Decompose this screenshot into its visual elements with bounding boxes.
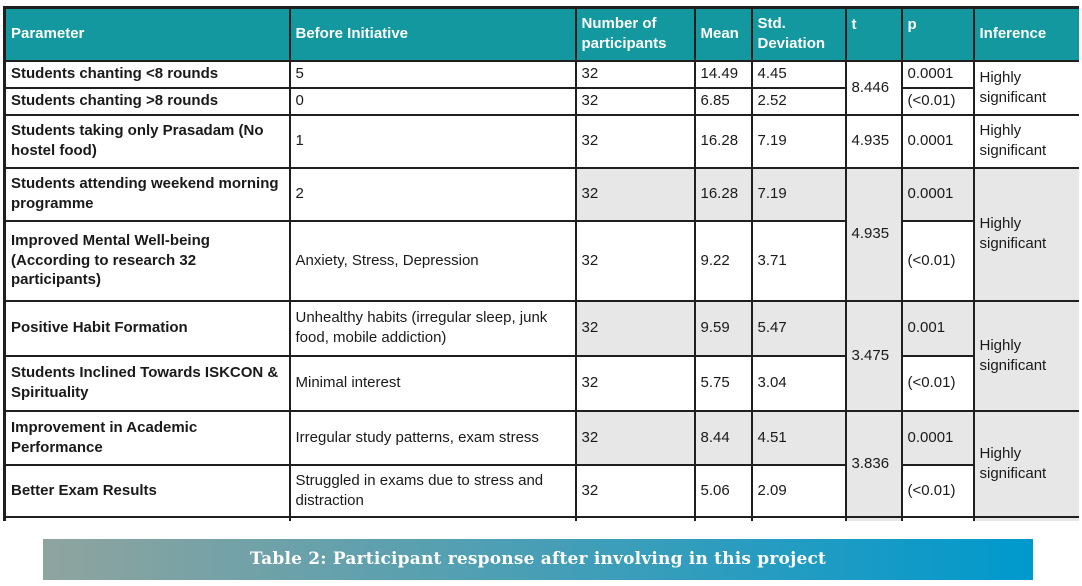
participants-cell: 32 [574, 354, 696, 412]
std-deviation-cell: 3.04 [750, 354, 847, 412]
p-cell [900, 515, 975, 521]
std-deviation-cell: 5.47 [750, 299, 847, 357]
std-deviation-cell: 7.19 [750, 166, 847, 222]
t-cell [844, 515, 903, 521]
std-deviation-cell: 2.09 [750, 463, 847, 518]
mean-cell: 5.06 [693, 463, 753, 518]
table-row: Better Exam Results Struggled in exams du… [3, 463, 1080, 518]
parameter-cell: Students attending weekend morning progr… [3, 166, 291, 222]
header-cell-participants: Number of participants [574, 6, 696, 62]
t-cell: 4.935 [844, 166, 903, 302]
before-initiative-cell: 0 [288, 86, 577, 116]
participants-cell: 32 [574, 166, 696, 222]
mean-cell: 6.85 [693, 86, 753, 116]
t-cell: 4.935 [844, 113, 903, 169]
before-initiative-cell: Anxiety, Stress, Depression [288, 219, 577, 302]
p-cell: 0.0001 [900, 113, 975, 169]
results-table-wrap: Parameter Before Initiative Number of part… [3, 6, 1079, 521]
parameter-cell: Students taking only Prasadam (No hostel… [3, 113, 291, 169]
table-row: Students taking only Prasadam (No hostel… [3, 113, 1079, 169]
participants-cell: 32 [574, 59, 696, 89]
std-deviation-cell: 7.19 [750, 113, 847, 169]
table-body: Students chanting <8 rounds 5 32 14.49 4.45 8… [3, 59, 1080, 521]
header-cell-t: t [844, 6, 903, 62]
mean-cell: 16.28 [693, 166, 753, 222]
before-initiative-cell: Minimal interest [288, 354, 577, 412]
mean-cell [693, 515, 753, 521]
mean-cell: 9.59 [693, 299, 753, 357]
parameter-cell: Students chanting <8 rounds [3, 59, 291, 89]
participants-cell: 32 [574, 113, 696, 169]
table-row: Students attending weekend morning progr… [3, 166, 1079, 302]
header-cell-mean: Mean [693, 6, 753, 62]
participants-cell: 32 [574, 409, 696, 466]
parameter-cell: Improved Mental Well-being (According to… [3, 219, 291, 302]
parameter-cell: Positive Habit Formation [3, 299, 291, 357]
parameter-cell: Students chanting >8 rounds [3, 86, 291, 116]
participants-cell: 32 [574, 219, 696, 302]
table-row: Improved Mental Well-being (According to… [3, 219, 1080, 302]
std-deviation-cell: 2.52 [750, 86, 847, 116]
before-initiative-cell: Unhealthy habits (irregular sleep, junk … [288, 299, 577, 357]
std-deviation-cell: 3.71 [750, 219, 847, 302]
inference-cell [972, 515, 1079, 521]
parameter-cell [3, 515, 291, 521]
header-cell-before-initiative: Before Initiative [288, 6, 577, 62]
table-row: Students chanting >8 rounds 0 32 6.85 2.52 (<… [3, 86, 1080, 116]
table-header: Parameter Before Initiative Number of part… [3, 6, 1079, 62]
t-cell: 3.475 [844, 299, 903, 412]
parameter-cell: Students Inclined Towards ISKCON & Spiri… [3, 354, 291, 412]
std-deviation-cell: 4.51 [750, 409, 847, 466]
table-row: Improvement in Academic Performance Irreg… [3, 409, 1079, 518]
participants-cell [574, 515, 696, 521]
p-cell: (<0.01) [900, 463, 975, 518]
inference-cell: Highly significant [972, 409, 1079, 518]
mean-cell: 9.22 [693, 219, 753, 302]
table-row: Positive Habit Formation Unhealthy habits… [3, 299, 1079, 412]
t-cell: 8.446 [844, 59, 903, 116]
p-cell: 0.0001 [900, 166, 975, 222]
table-row-partial [3, 515, 1079, 521]
participants-cell: 32 [574, 299, 696, 357]
before-initiative-cell: 5 [288, 59, 577, 89]
header-row: Parameter Before Initiative Number of part… [3, 6, 1079, 62]
mean-cell: 14.49 [693, 59, 753, 89]
std-deviation-cell [750, 515, 847, 521]
p-cell: (<0.01) [900, 86, 975, 116]
p-cell: 0.0001 [900, 59, 975, 89]
t-cell: 3.836 [844, 409, 903, 518]
parameter-cell: Better Exam Results [3, 463, 291, 518]
p-cell: (<0.01) [900, 354, 975, 412]
before-initiative-cell: 1 [288, 113, 577, 169]
inference-cell: Highly significant [972, 166, 1079, 302]
mean-cell: 5.75 [693, 354, 753, 412]
before-initiative-cell: Struggled in exams due to stress and dis… [288, 463, 577, 518]
before-initiative-cell [288, 515, 577, 521]
header-cell-parameter: Parameter [3, 6, 291, 62]
header-cell-inference: Inference [972, 6, 1079, 62]
inference-cell: Highly significant [972, 59, 1079, 116]
p-cell: (<0.01) [900, 219, 975, 302]
table-row: Students Inclined Towards ISKCON & Spiri… [3, 354, 1080, 412]
participants-cell: 32 [574, 86, 696, 116]
before-initiative-cell: 2 [288, 166, 577, 222]
before-initiative-cell: Irregular study patterns, exam stress [288, 409, 577, 466]
table-row: Students chanting <8 rounds 5 32 14.49 4.45 8… [3, 59, 1079, 116]
results-table: Parameter Before Initiative Number of part… [3, 6, 1079, 521]
inference-cell: Highly significant [972, 299, 1079, 412]
header-cell-std-deviation: Std. Deviation [750, 6, 847, 62]
table-caption: Table 2: Participant response after invo… [43, 539, 1033, 580]
p-cell: 0.0001 [900, 409, 975, 466]
mean-cell: 8.44 [693, 409, 753, 466]
parameter-cell: Improvement in Academic Performance [3, 409, 291, 466]
mean-cell: 16.28 [693, 113, 753, 169]
inference-cell: Highly significant [972, 113, 1079, 169]
header-cell-p: p [900, 6, 975, 62]
std-deviation-cell: 4.45 [750, 59, 847, 89]
participants-cell: 32 [574, 463, 696, 518]
p-cell: 0.001 [900, 299, 975, 357]
